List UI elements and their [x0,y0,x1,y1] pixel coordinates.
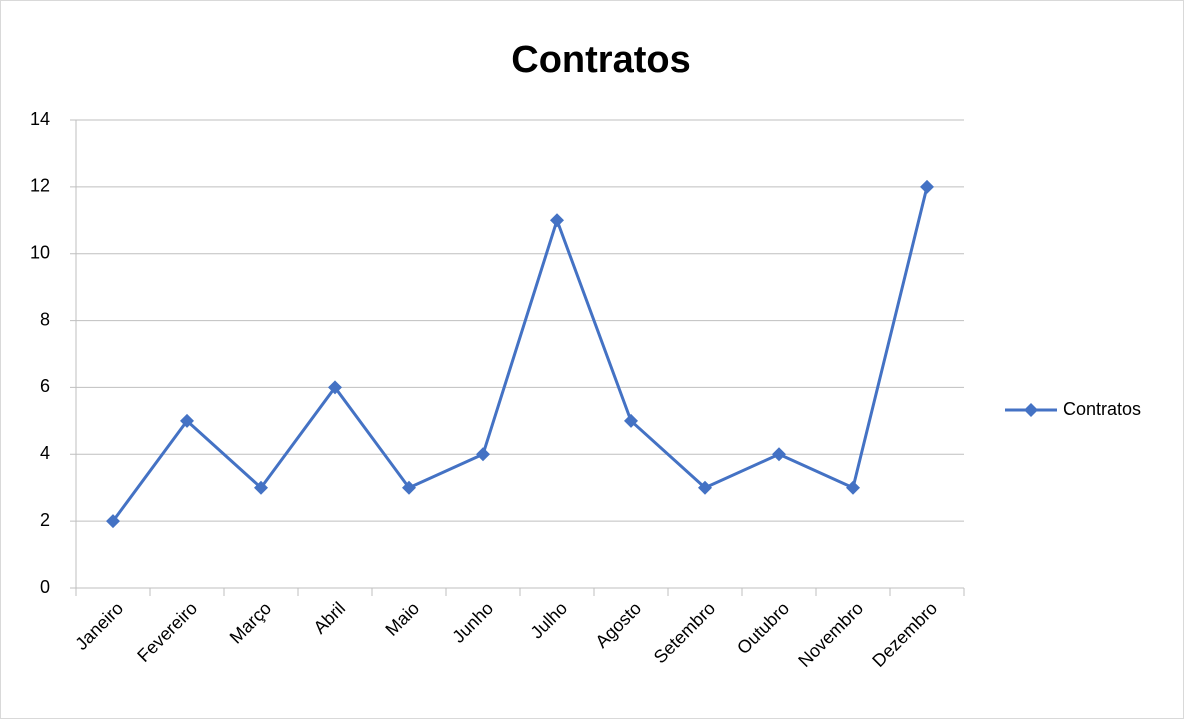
point-marker [624,413,638,428]
series-line [111,186,929,523]
point-marker [920,179,934,194]
point-marker [328,380,342,395]
legend-label: Contratos [1063,399,1141,419]
point-marker [772,447,786,462]
point-marker [254,480,268,495]
point-marker [402,480,416,495]
point-marker [846,480,860,495]
point-marker [698,480,712,495]
y-tick-label: 2 [40,510,50,530]
y-tick-label: 12 [30,176,50,196]
y-tick-label: 4 [40,443,50,463]
point-marker [550,213,564,228]
y-tick-label: 0 [40,577,50,597]
y-tick-label: 10 [30,242,50,262]
y-tick-label: 14 [30,109,50,129]
chart-title: Contratos [511,39,690,81]
point-marker [180,413,194,428]
legend-marker [1024,403,1038,417]
point-marker [106,514,120,529]
point-marker [476,447,490,462]
y-tick-label: 8 [40,309,50,329]
y-tick-label: 6 [40,376,50,396]
